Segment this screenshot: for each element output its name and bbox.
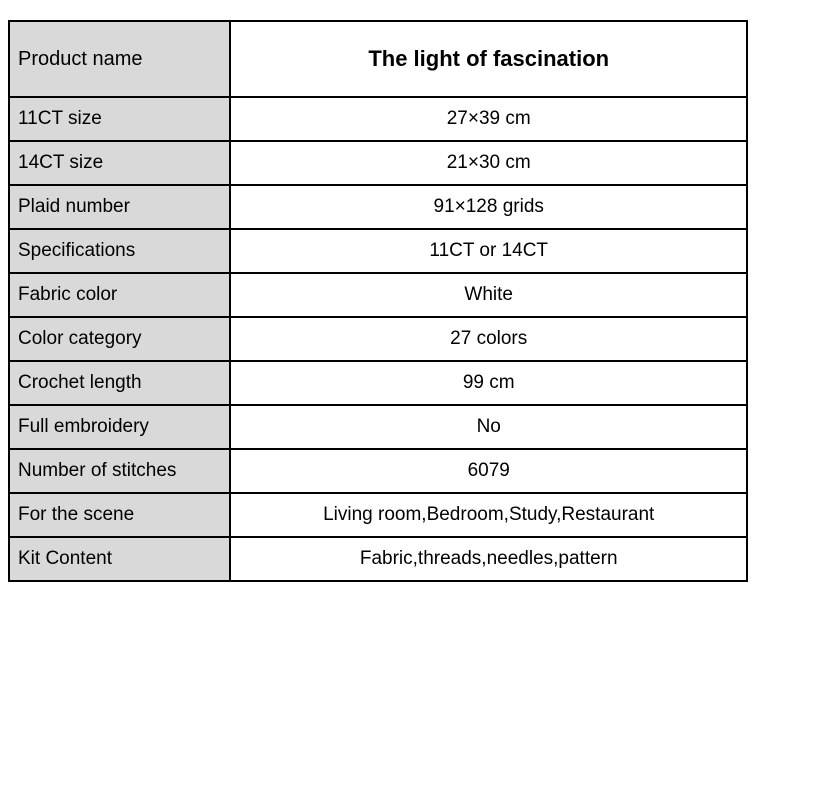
row-label-cell: Specifications <box>9 229 230 273</box>
row-value-cell: 27 colors <box>230 317 747 361</box>
row-value-cell: Living room,Bedroom,Study,Restaurant <box>230 493 747 537</box>
product-spec-table: Product name The light of fascination 11… <box>8 20 748 582</box>
row-value-cell: 27×39 cm <box>230 97 747 141</box>
row-label-cell: Kit Content <box>9 537 230 581</box>
row-label-cell: 14CT size <box>9 141 230 185</box>
row-value-cell: 99 cm <box>230 361 747 405</box>
table-row: Crochet length 99 cm <box>9 361 747 405</box>
row-label-cell: Fabric color <box>9 273 230 317</box>
table-row: Kit Content Fabric,threads,needles,patte… <box>9 537 747 581</box>
row-value-cell: No <box>230 405 747 449</box>
row-value-cell: Fabric,threads,needles,pattern <box>230 537 747 581</box>
row-value-cell: 11CT or 14CT <box>230 229 747 273</box>
table-row: Color category 27 colors <box>9 317 747 361</box>
row-value-cell: 21×30 cm <box>230 141 747 185</box>
row-label-cell: 11CT size <box>9 97 230 141</box>
row-label-cell: Color category <box>9 317 230 361</box>
header-label-cell: Product name <box>9 21 230 97</box>
table-row: 14CT size 21×30 cm <box>9 141 747 185</box>
table-row: Fabric color White <box>9 273 747 317</box>
row-label-cell: Number of stitches <box>9 449 230 493</box>
row-value-cell: 6079 <box>230 449 747 493</box>
table-row: For the scene Living room,Bedroom,Study,… <box>9 493 747 537</box>
table-row: Full embroidery No <box>9 405 747 449</box>
row-label-cell: Crochet length <box>9 361 230 405</box>
table-row: Specifications 11CT or 14CT <box>9 229 747 273</box>
table-row: 11CT size 27×39 cm <box>9 97 747 141</box>
row-value-cell: White <box>230 273 747 317</box>
table-header-row: Product name The light of fascination <box>9 21 747 97</box>
header-value-cell: The light of fascination <box>230 21 747 97</box>
row-label-cell: For the scene <box>9 493 230 537</box>
table-row: Number of stitches 6079 <box>9 449 747 493</box>
row-label-cell: Plaid number <box>9 185 230 229</box>
row-value-cell: 91×128 grids <box>230 185 747 229</box>
table-row: Plaid number 91×128 grids <box>9 185 747 229</box>
row-label-cell: Full embroidery <box>9 405 230 449</box>
